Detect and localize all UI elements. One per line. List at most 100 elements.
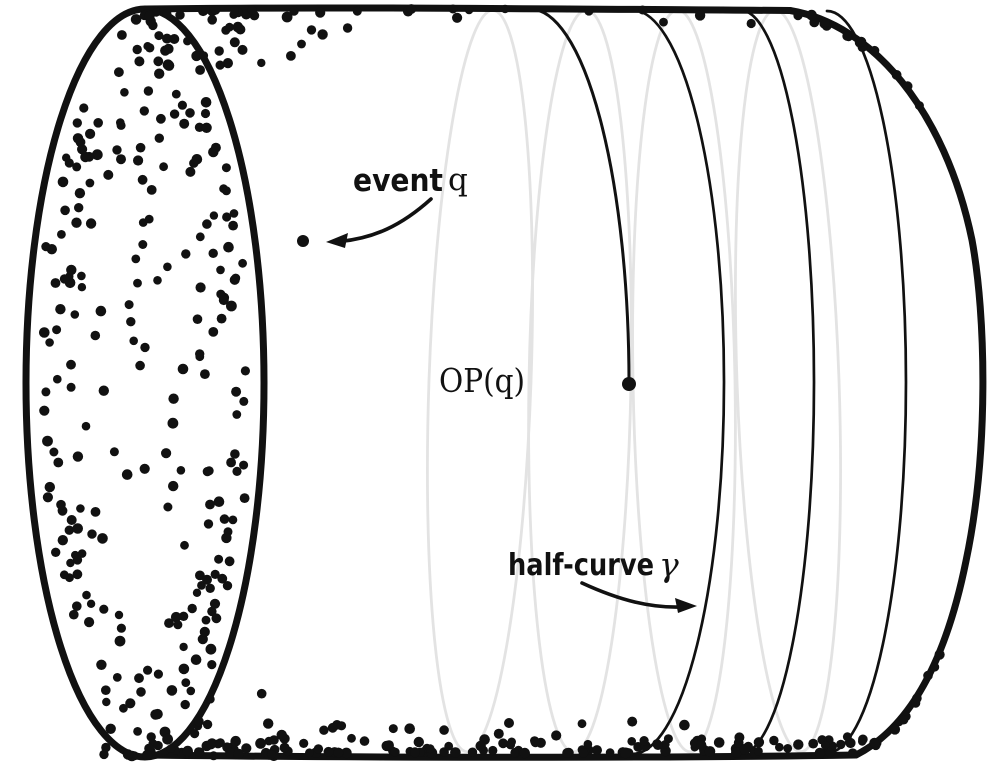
sprinkled-dot bbox=[162, 9, 172, 18]
sprinkled-dot bbox=[142, 749, 153, 761]
sprinkled-dot bbox=[74, 203, 84, 213]
sprinkled-dot bbox=[178, 611, 189, 621]
event-arrow-head bbox=[326, 233, 348, 248]
sprinkled-dot bbox=[347, 733, 356, 743]
sprinkled-dot bbox=[306, 25, 317, 35]
sprinkled-dot bbox=[66, 558, 75, 568]
half-curve-1 bbox=[630, 8, 726, 756]
sprinkled-dot bbox=[207, 606, 217, 617]
sprinkled-dot bbox=[153, 669, 163, 679]
sprinkled-dot bbox=[224, 556, 235, 567]
sprinkled-dot bbox=[119, 703, 128, 713]
sprinkled-dot bbox=[96, 659, 107, 670]
sprinkled-dot bbox=[134, 673, 144, 684]
sprinkled-dot bbox=[209, 751, 219, 761]
sprinkled-dot bbox=[734, 732, 745, 743]
sprinkled-dot bbox=[144, 10, 155, 21]
sprinkled-dot bbox=[425, 744, 435, 754]
half-curve-arrow-shaft bbox=[580, 581, 683, 609]
sprinkled-dot bbox=[112, 673, 122, 682]
sprinkled-dot bbox=[85, 218, 97, 229]
gamma-symbol: γ bbox=[659, 545, 679, 584]
sprinkled-dot bbox=[76, 504, 85, 513]
sprinkled-dot bbox=[856, 36, 867, 47]
sprinkled-dot bbox=[510, 748, 519, 758]
sprinkled-dot bbox=[143, 86, 154, 96]
sprinkled-dot bbox=[109, 447, 119, 457]
sprinkled-dot bbox=[659, 17, 668, 27]
sprinkled-dot bbox=[842, 732, 852, 742]
sprinkled-dot bbox=[211, 613, 222, 624]
cylinder-bottom-edge bbox=[143, 751, 860, 761]
sprinkled-dot bbox=[230, 449, 240, 459]
sprinkled-dot bbox=[305, 748, 314, 758]
sprinkled-dot bbox=[202, 574, 212, 585]
sprinkled-dot bbox=[384, 740, 394, 750]
sprinkled-dot bbox=[41, 242, 51, 252]
sprinkled-dot bbox=[103, 169, 114, 180]
sprinkled-dot bbox=[53, 457, 64, 468]
sprinkled-dot bbox=[52, 325, 62, 335]
sprinkled-dot bbox=[404, 723, 416, 734]
sprinkled-dot bbox=[138, 240, 148, 249]
sprinkled-dot bbox=[126, 317, 136, 327]
sprinkled-dot bbox=[132, 44, 142, 55]
sprinkled-dot bbox=[205, 499, 215, 510]
sprinkled-dot bbox=[202, 466, 213, 477]
sprinkled-dot bbox=[201, 122, 212, 133]
sprinkled-dot bbox=[504, 718, 514, 728]
sprinkled-dot bbox=[66, 382, 76, 392]
sprinkled-dot bbox=[56, 499, 66, 510]
sprinkled-dot bbox=[177, 100, 187, 110]
sprinkled-dot bbox=[208, 248, 218, 258]
sprinkled-dot bbox=[179, 642, 188, 652]
sprinkled-dot bbox=[923, 670, 933, 681]
sprinkled-dot bbox=[156, 113, 166, 124]
sprinkled-dot bbox=[114, 635, 126, 647]
sprinkled-dot bbox=[891, 70, 902, 80]
sprinkled-dot bbox=[178, 663, 190, 675]
sprinkled-dot bbox=[93, 118, 103, 128]
sprinkled-dot bbox=[239, 493, 250, 503]
sprinkled-dot bbox=[297, 39, 306, 49]
sprinkled-dot bbox=[578, 748, 589, 758]
cylinder-top-edge bbox=[142, 4, 794, 14]
sprinkled-dot bbox=[793, 739, 804, 750]
sprinkled-dot bbox=[42, 435, 53, 447]
sprinkled-dot bbox=[105, 723, 116, 734]
sprinkled-dot bbox=[230, 5, 239, 15]
sprinkled-dot bbox=[66, 515, 77, 525]
sprinkled-dot bbox=[74, 188, 86, 199]
sprinkled-dot bbox=[620, 747, 631, 759]
sprinkled-dot bbox=[159, 162, 169, 172]
sprinkled-dot bbox=[180, 540, 189, 550]
sprinkled-dot bbox=[769, 735, 779, 746]
sprinkled-dot bbox=[72, 569, 83, 580]
sprinkled-dot bbox=[808, 738, 819, 749]
sprinkled-dot bbox=[164, 618, 174, 628]
sprinkled-dot bbox=[162, 33, 172, 44]
sprinkled-dot bbox=[85, 128, 96, 139]
sprinkled-dot bbox=[842, 31, 852, 41]
sprinkled-dot bbox=[57, 535, 68, 546]
sprinkled-dot bbox=[183, 36, 192, 46]
sprinkled-dot bbox=[638, 5, 648, 15]
sprinkled-dot bbox=[59, 570, 69, 580]
sprinkled-dot bbox=[99, 749, 109, 760]
sprinkled-dot bbox=[902, 81, 913, 92]
sprinkled-dot bbox=[210, 569, 220, 580]
sprinkled-dot bbox=[214, 46, 224, 56]
event-q-point bbox=[297, 235, 309, 247]
sprinkled-dot bbox=[869, 45, 880, 56]
sprinkled-dot bbox=[125, 698, 136, 709]
sprinkled-dot bbox=[279, 742, 290, 753]
sprinkled-dot bbox=[577, 719, 587, 729]
sprinkled-dot bbox=[72, 162, 82, 172]
sprinkled-dot bbox=[139, 463, 150, 474]
sprinkled-dot bbox=[153, 276, 162, 285]
sprinkled-dot bbox=[59, 274, 70, 284]
faint-ellipse-4 bbox=[734, 8, 842, 754]
sprinkled-dot bbox=[660, 740, 670, 749]
sprinkled-dot bbox=[45, 338, 54, 347]
sprinkled-dot bbox=[77, 283, 87, 292]
